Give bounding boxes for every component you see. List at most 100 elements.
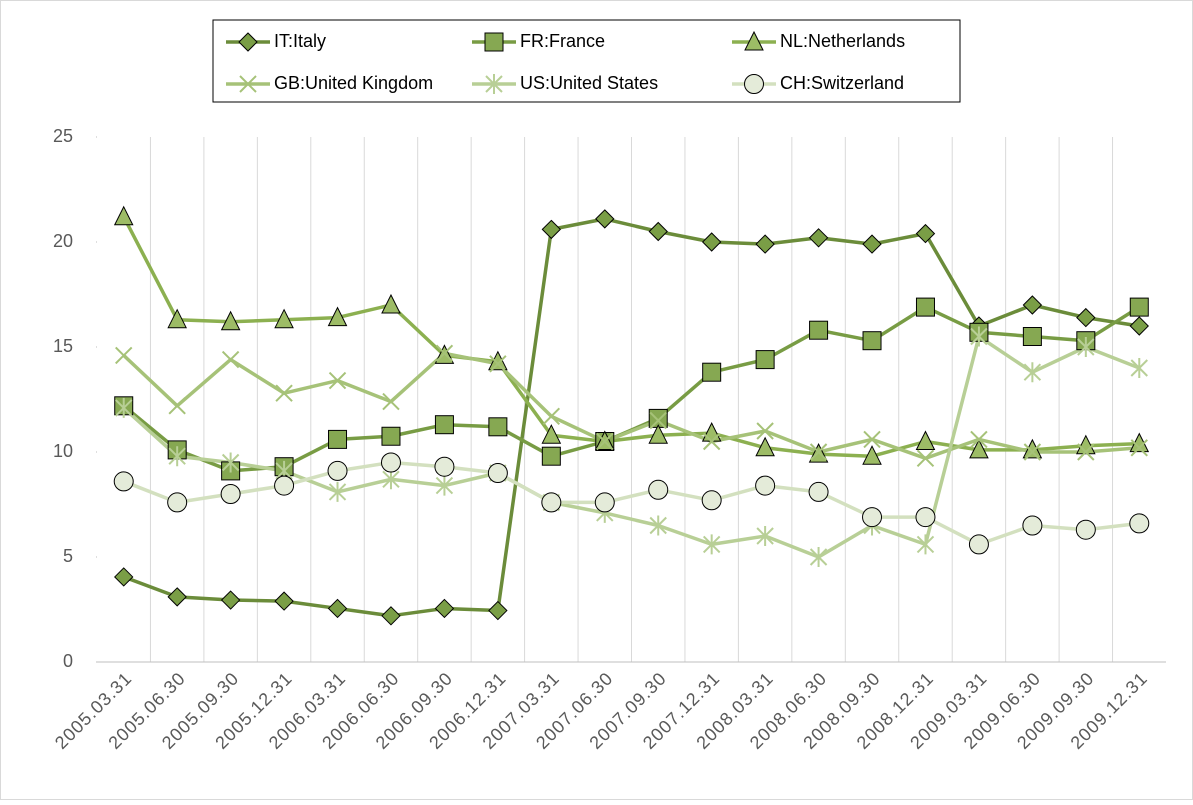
marker	[1129, 316, 1149, 336]
series-markers	[114, 297, 1149, 481]
legend-label: FR:France	[520, 31, 605, 51]
marker	[862, 234, 882, 254]
marker	[1023, 443, 1042, 461]
marker	[594, 492, 615, 513]
series-line	[122, 351, 1140, 461]
legend-entry: GB:United Kingdom	[226, 73, 433, 93]
marker	[328, 481, 347, 502]
marker	[744, 30, 764, 51]
marker	[382, 392, 400, 411]
marker	[1023, 362, 1042, 383]
series-markers	[114, 209, 1149, 626]
legend-label: CH:Switzerland	[780, 73, 904, 93]
marker	[541, 492, 562, 513]
marker	[702, 362, 722, 382]
marker	[238, 32, 258, 52]
marker	[220, 310, 241, 331]
y-tick-label: 5	[63, 546, 73, 566]
marker	[327, 598, 348, 619]
series-markers	[115, 344, 1148, 468]
marker	[1077, 443, 1095, 461]
marker	[113, 471, 134, 492]
marker	[274, 308, 294, 329]
marker	[648, 424, 669, 444]
marker	[327, 460, 348, 481]
marker	[863, 430, 881, 449]
y-tick-label: 10	[53, 441, 73, 461]
marker	[596, 432, 614, 451]
marker	[380, 452, 401, 473]
marker	[808, 481, 829, 502]
marker	[167, 308, 187, 329]
legend-box	[212, 19, 961, 103]
marker	[1077, 337, 1095, 357]
marker	[542, 407, 561, 426]
marker	[648, 221, 668, 242]
marker	[755, 475, 776, 496]
marker	[434, 415, 454, 435]
marker	[969, 438, 989, 459]
marker	[1129, 513, 1150, 534]
marker	[915, 223, 936, 244]
marker	[489, 355, 507, 373]
marker	[327, 306, 348, 327]
marker	[541, 424, 562, 444]
legend-label: GB:United Kingdom	[274, 73, 433, 93]
marker	[381, 293, 401, 314]
marker	[1076, 307, 1096, 328]
marker	[1022, 295, 1043, 315]
marker	[274, 591, 294, 611]
marker	[485, 74, 503, 94]
marker	[701, 232, 722, 252]
marker	[274, 475, 295, 496]
marker	[113, 205, 134, 226]
marker	[1075, 519, 1096, 540]
legend-entry: FR:France	[472, 31, 605, 52]
marker	[541, 219, 562, 240]
marker	[1022, 327, 1042, 346]
marker	[916, 449, 935, 468]
y-tick-label: 0	[63, 651, 73, 671]
marker	[1076, 434, 1096, 455]
marker	[434, 456, 455, 477]
marker	[1129, 297, 1149, 317]
marker	[744, 74, 764, 94]
marker	[435, 344, 454, 363]
marker	[239, 75, 257, 93]
marker	[114, 567, 134, 587]
marker	[862, 331, 882, 351]
marker	[808, 228, 829, 248]
marker	[115, 346, 133, 365]
marker	[221, 350, 240, 369]
marker	[382, 469, 400, 490]
y-tick-label: 25	[53, 126, 73, 146]
marker	[487, 463, 508, 483]
marker	[701, 490, 722, 511]
marker	[648, 479, 669, 500]
series-line	[122, 215, 1140, 458]
series-line	[123, 217, 1140, 618]
marker	[915, 430, 936, 450]
marker	[434, 598, 455, 619]
marker	[756, 526, 774, 546]
marker	[275, 384, 293, 402]
series-markers	[113, 452, 1150, 555]
marker	[970, 326, 988, 347]
marker	[167, 587, 187, 607]
marker	[541, 446, 561, 466]
marker	[1130, 439, 1148, 457]
marker	[328, 371, 347, 390]
legend-label: NL:Netherlands	[780, 31, 905, 51]
marker	[435, 475, 454, 496]
marker	[595, 209, 615, 229]
marker	[916, 534, 935, 555]
legend-label: IT:Italy	[274, 31, 326, 51]
marker	[862, 445, 882, 465]
marker	[756, 422, 774, 440]
y-tick-label: 20	[53, 231, 73, 251]
marker	[220, 590, 241, 610]
marker	[220, 484, 241, 504]
marker	[1022, 515, 1043, 536]
marker	[755, 350, 775, 370]
